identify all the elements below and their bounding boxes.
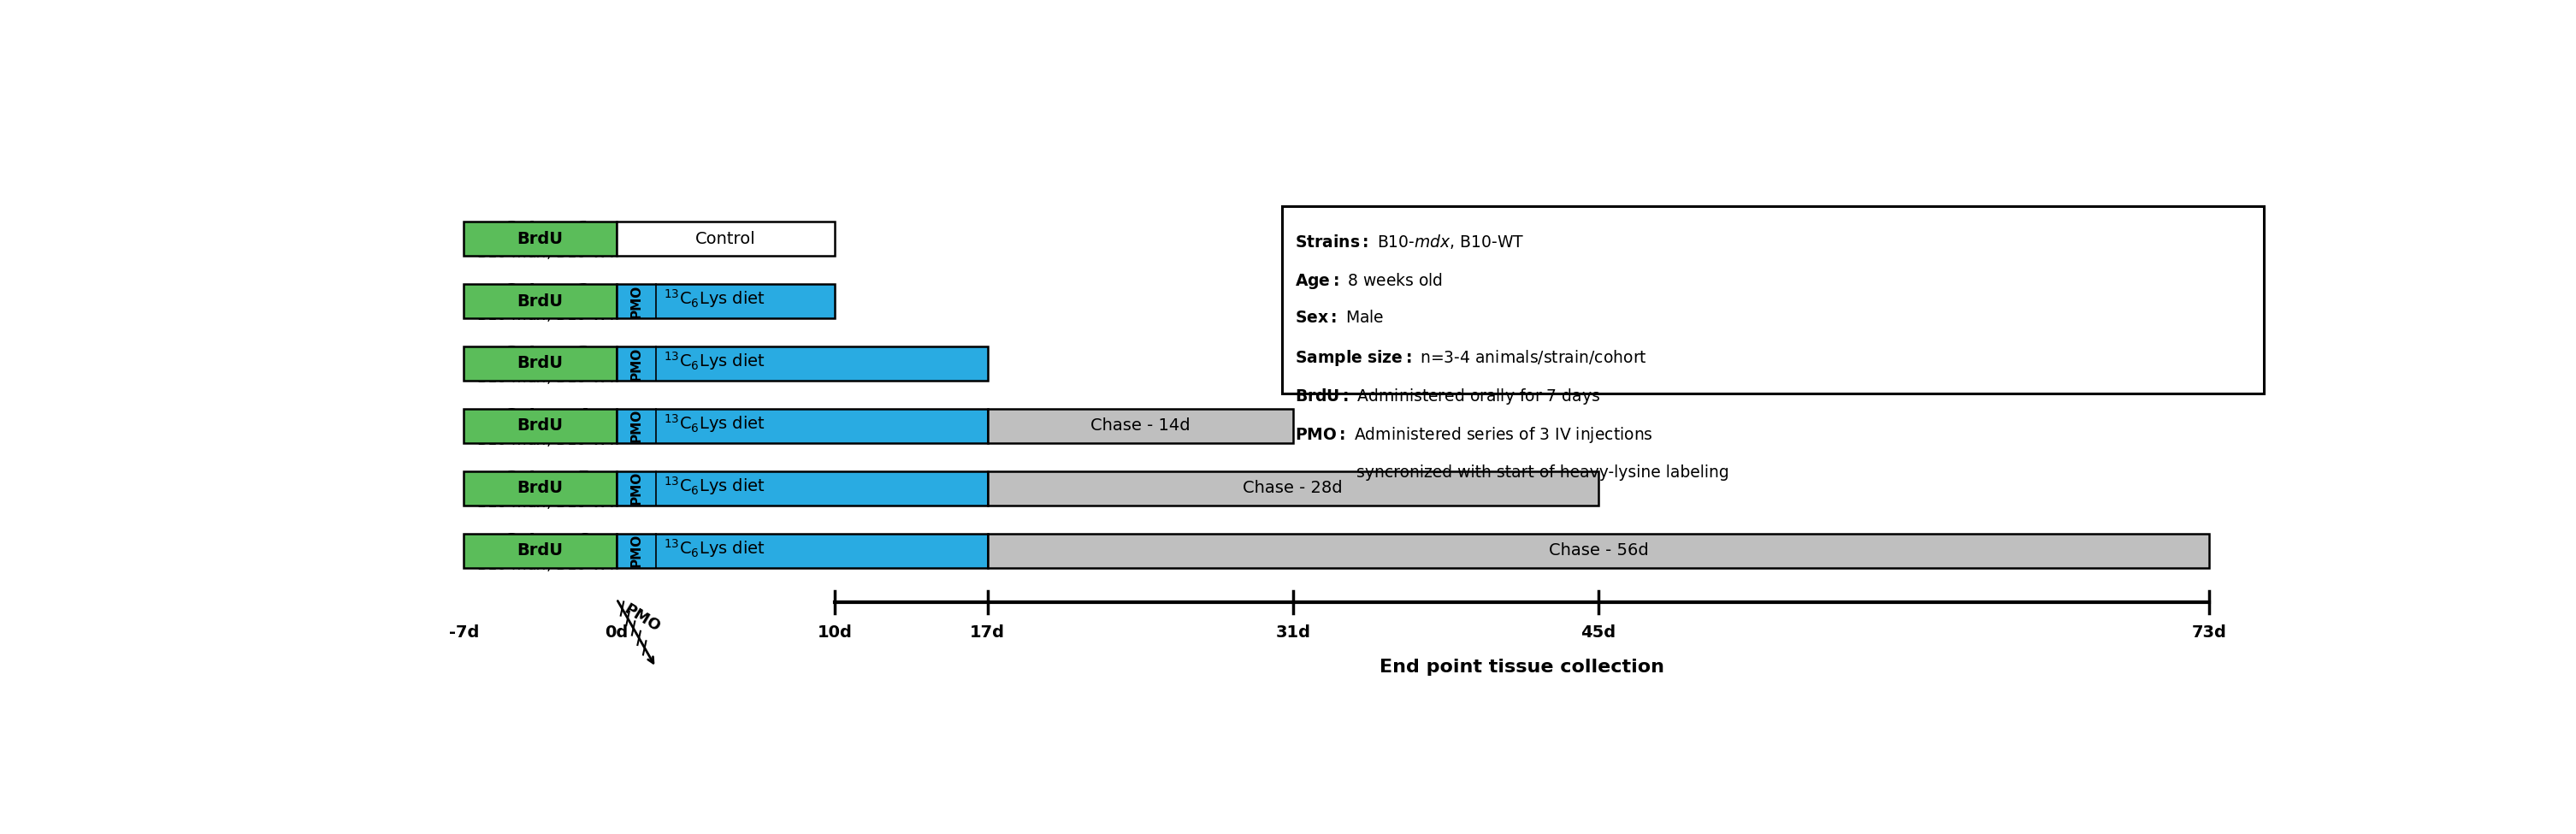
Text: BrdU: BrdU (518, 418, 564, 434)
Text: Chase - 56d: Chase - 56d (1548, 542, 1649, 559)
Text: $\bf{Sex:}$ Male: $\bf{Sex:}$ Male (1296, 309, 1383, 326)
FancyBboxPatch shape (616, 284, 835, 319)
FancyBboxPatch shape (464, 534, 616, 568)
Text: -7d: -7d (448, 625, 479, 641)
Text: $^{13}$C$_6$Lys diet: $^{13}$C$_6$Lys diet (665, 288, 765, 309)
Text: PMO: PMO (621, 601, 662, 635)
Text: BrdU: BrdU (518, 231, 564, 247)
Text: $\bf{Strains:}$ B10-$\it{mdx}$, B10-WT: $\bf{Strains:}$ B10-$\it{mdx}$, B10-WT (1296, 232, 1525, 250)
Text: PMO: PMO (629, 409, 641, 443)
Text: BrdU: BrdU (518, 355, 564, 372)
Text: Cohort 3: Cohort 3 (502, 345, 590, 363)
Text: $\bf{PMO:}$ Administered series of 3 IV injections: $\bf{PMO:}$ Administered series of 3 IV … (1296, 425, 1654, 445)
Text: Control: Control (696, 231, 755, 247)
Text: $^{13}$C$_6$Lys diet: $^{13}$C$_6$Lys diet (665, 475, 765, 497)
Text: B10-$\it{mdx}$, B10-WT: B10-$\it{mdx}$, B10-WT (477, 369, 618, 386)
FancyBboxPatch shape (987, 534, 2210, 568)
Text: 73d: 73d (2192, 625, 2226, 641)
Text: $\bf{Sample\ size:}$ n=3-4 animals/strain/cohort: $\bf{Sample\ size:}$ n=3-4 animals/strai… (1296, 349, 1646, 368)
Text: $^{13}$C$_6$Lys diet: $^{13}$C$_6$Lys diet (665, 412, 765, 435)
Text: Chase - 28d: Chase - 28d (1244, 480, 1342, 496)
Text: PMO: PMO (629, 347, 641, 380)
FancyBboxPatch shape (987, 409, 1293, 443)
Text: B10-$\it{mdx}$, B10-WT: B10-$\it{mdx}$, B10-WT (477, 555, 618, 573)
Text: End point tissue collection: End point tissue collection (1381, 659, 1664, 676)
FancyBboxPatch shape (464, 409, 616, 443)
Text: B10-$\it{mdx}$, B10-WT: B10-$\it{mdx}$, B10-WT (477, 494, 618, 510)
Text: syncronized with start of heavy-lysine labeling: syncronized with start of heavy-lysine l… (1355, 465, 1728, 480)
Text: Cohort 5: Cohort 5 (502, 470, 590, 487)
Text: PMO: PMO (629, 284, 641, 318)
Text: $\bf{BrdU:}$ Administered orally for 7 days: $\bf{BrdU:}$ Administered orally for 7 d… (1296, 387, 1600, 406)
Text: PMO: PMO (629, 534, 641, 567)
FancyBboxPatch shape (616, 346, 987, 380)
FancyBboxPatch shape (464, 222, 616, 256)
FancyBboxPatch shape (464, 346, 616, 380)
FancyBboxPatch shape (616, 222, 835, 256)
FancyBboxPatch shape (987, 471, 1597, 505)
Text: 31d: 31d (1275, 625, 1311, 641)
Text: Cohort 1: Cohort 1 (502, 221, 590, 238)
Text: Chase - 14d: Chase - 14d (1090, 418, 1190, 434)
Text: $^{13}$C$_6$Lys diet: $^{13}$C$_6$Lys diet (665, 350, 765, 372)
Text: Cohort 2: Cohort 2 (502, 284, 590, 300)
Text: $^{13}$C$_6$Lys diet: $^{13}$C$_6$Lys diet (665, 537, 765, 559)
FancyBboxPatch shape (464, 284, 616, 319)
FancyBboxPatch shape (464, 471, 616, 505)
Text: BrdU: BrdU (518, 542, 564, 559)
Text: BrdU: BrdU (518, 480, 564, 496)
FancyBboxPatch shape (1283, 206, 2264, 393)
Text: B10-$\it{mdx}$, B10-WT: B10-$\it{mdx}$, B10-WT (477, 244, 618, 261)
Text: 10d: 10d (817, 625, 853, 641)
Text: 17d: 17d (971, 625, 1005, 641)
FancyBboxPatch shape (616, 471, 987, 505)
Text: PMO: PMO (629, 471, 641, 505)
FancyBboxPatch shape (616, 534, 987, 568)
Text: Cohort 6: Cohort 6 (502, 533, 590, 550)
Text: 45d: 45d (1582, 625, 1615, 641)
FancyBboxPatch shape (616, 409, 987, 443)
Text: Cohort 4: Cohort 4 (502, 408, 590, 425)
Text: $\bf{Age:}$ 8 weeks old: $\bf{Age:}$ 8 weeks old (1296, 271, 1443, 290)
Text: B10-$\it{mdx}$, B10-WT: B10-$\it{mdx}$, B10-WT (477, 431, 618, 448)
Text: 0d: 0d (605, 625, 629, 641)
Text: B10-$\it{mdx}$, B10-WT: B10-$\it{mdx}$, B10-WT (477, 306, 618, 324)
Text: BrdU: BrdU (518, 293, 564, 309)
